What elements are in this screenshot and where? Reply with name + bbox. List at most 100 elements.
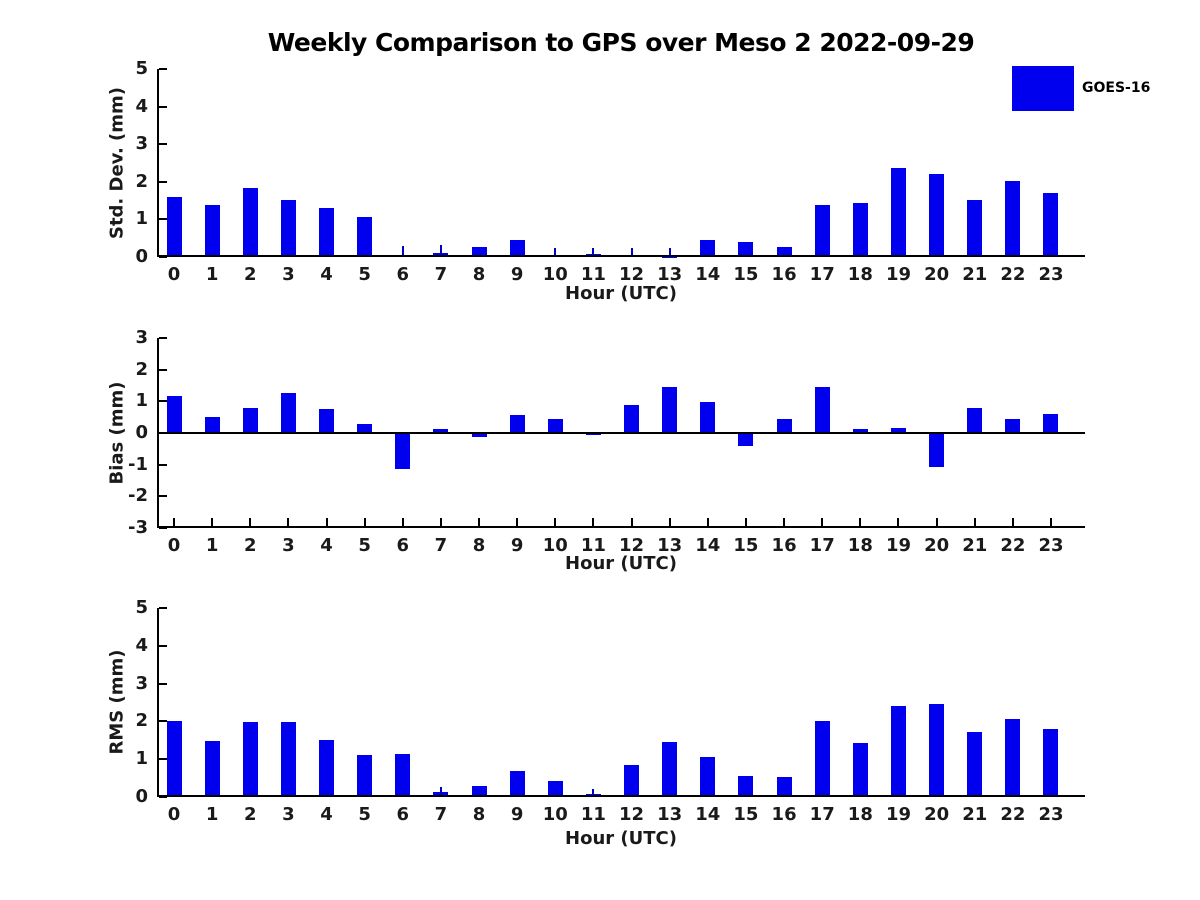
bar-hour-18 [852,428,868,433]
bar-hour-19 [890,167,906,257]
x-axis-label-stddev: Hour (UTC) [565,283,677,304]
bar-hour-9 [509,770,525,797]
x-tick-label: 20 [924,804,950,825]
x-tick-label: 6 [396,535,410,556]
x-tick-label: 10 [542,535,568,556]
y-tick-mark [159,758,167,761]
x-tick-label: 11 [580,535,606,556]
y-tick-label: 4 [135,634,148,656]
x-tick-label: 3 [282,804,295,825]
y-tick-mark [159,682,167,685]
bar-hour-21 [967,731,983,797]
x-tick-label: 5 [358,264,371,285]
bar-hour-23 [1043,728,1059,797]
x-tick-label: 2 [243,264,257,285]
bar-hour-15 [738,242,754,257]
bar-hour-6 [395,433,411,469]
y-tick-label: 5 [135,58,148,79]
bar-hour-4 [319,408,335,433]
x-axis-spine [157,526,1085,528]
bar-hour-22 [1005,718,1021,797]
x-tick-label: 23 [1038,804,1064,825]
y-tick-label: 1 [135,748,148,770]
y-tick-mark [159,368,167,371]
y-tick-label: -1 [128,453,148,475]
x-tick-label: 7 [434,264,448,285]
bar-hour-14 [700,239,716,257]
x-axis-label-bias: Hour (UTC) [565,553,677,574]
zero-line [157,432,1085,434]
x-tick-label: 12 [619,804,645,825]
x-tick-label: 4 [320,535,333,556]
error-whisker-hour-12 [630,248,633,257]
y-tick-label: 2 [135,358,148,380]
x-tick-label: 23 [1038,535,1064,556]
y-tick-mark [159,400,167,403]
x-tick-label: 0 [167,804,181,825]
bar-hour-6 [395,753,411,797]
y-tick-mark [159,796,167,798]
x-tick-label: 0 [167,264,181,285]
x-tick-label: 22 [1000,804,1026,825]
y-tick-mark [159,495,167,498]
x-tick-label: 3 [282,264,295,285]
x-tick-label: 21 [962,264,988,285]
x-tick-label: 15 [733,535,759,556]
x-tick-mark [363,518,366,526]
bar-hour-10 [547,781,563,797]
x-tick-label: 21 [962,804,988,825]
bar-hour-9 [509,240,525,257]
x-tick-mark [325,518,328,526]
x-tick-label: 19 [885,535,911,556]
bar-hour-22 [1005,418,1021,433]
x-tick-label: 10 [542,264,568,285]
error-whisker-hour-10 [554,248,557,257]
bar-hour-7 [433,429,449,433]
y-tick-mark [159,720,167,723]
y-tick-mark [159,432,167,434]
x-axis-label-rms: Hour (UTC) [565,828,677,849]
error-whisker-hour-7 [439,244,442,257]
x-tick-label: 17 [809,804,835,825]
y-tick-label: 1 [135,390,148,412]
x-tick-mark [478,518,481,526]
y-tick-mark [159,256,167,258]
x-tick-mark [592,518,595,526]
bar-hour-4 [319,207,335,257]
y-tick-label: 2 [135,710,148,732]
x-tick-label: 2 [243,804,257,825]
x-tick-label: 9 [510,264,524,285]
bar-hour-19 [890,427,906,433]
x-tick-mark [249,518,252,526]
bar-hour-16 [776,777,792,797]
x-tick-mark [516,518,519,526]
x-tick-label: 19 [885,264,911,285]
x-tick-mark [439,518,442,526]
bar-hour-3 [280,392,296,433]
x-tick-label: 16 [771,264,797,285]
bar-hour-19 [890,706,906,797]
x-tick-label: 8 [472,264,486,285]
x-tick-label: 9 [510,804,524,825]
y-tick-label: 1 [135,208,148,230]
x-tick-mark [668,518,671,526]
bar-hour-1 [204,741,220,797]
bar-hour-0 [166,395,182,433]
y-tick-mark [159,180,167,183]
error-whisker-hour-11 [592,789,595,797]
y-tick-label: 3 [135,672,148,694]
x-tick-mark [973,518,976,526]
bar-hour-8 [471,247,487,257]
bar-hour-18 [852,742,868,797]
x-tick-label: 14 [695,264,721,285]
x-tick-label: 9 [510,535,524,556]
x-tick-label: 20 [924,535,950,556]
x-tick-label: 4 [320,264,333,285]
x-tick-label: 13 [657,535,683,556]
x-tick-label: 14 [695,804,721,825]
bar-hour-21 [967,407,983,433]
y-tick-mark [159,463,167,466]
x-tick-mark [897,518,900,526]
